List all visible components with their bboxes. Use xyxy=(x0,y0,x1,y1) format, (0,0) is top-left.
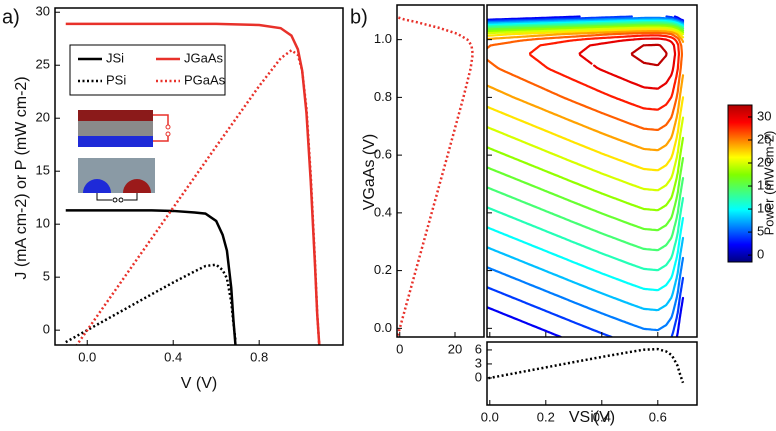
colorbar-tick-label: 20 xyxy=(757,154,771,169)
x-axis-label: VSi(V) xyxy=(569,409,615,426)
y-tick-label: 25 xyxy=(36,57,50,72)
plot-area xyxy=(487,15,685,337)
series-line xyxy=(487,347,685,384)
y-tick-label: 10 xyxy=(36,216,50,231)
plot-area xyxy=(65,22,321,345)
device-schematic xyxy=(78,110,171,203)
legend-label: JSi xyxy=(106,50,124,65)
colorbar-tick-label: 30 xyxy=(757,108,771,123)
legend-label: PGaAs xyxy=(184,72,226,87)
x-tick-label: 0.4 xyxy=(593,409,611,424)
colorbar-label: Power (mW cm-2) xyxy=(761,131,776,236)
y-tick-label: 0 xyxy=(43,322,50,337)
y-tick-label: 0.4 xyxy=(374,204,392,219)
strip-area xyxy=(487,347,685,384)
y-tick-label: 0.6 xyxy=(374,147,392,162)
y-tick-label: 15 xyxy=(36,163,50,178)
y-axis-label: J (mA cm-2) or P (mW cm-2) xyxy=(13,76,30,279)
x-tick-label: 0.0 xyxy=(78,349,96,364)
strip-frame xyxy=(396,4,485,338)
plot-frame xyxy=(486,4,698,338)
colorbar-tick-label: 0 xyxy=(757,247,764,262)
colorbar xyxy=(727,104,753,263)
colorbar-tick-label: 25 xyxy=(757,131,771,146)
y-tick-label: 1.0 xyxy=(374,31,392,46)
series-line xyxy=(65,209,237,345)
plot-frame xyxy=(54,7,344,346)
panel-label: a) xyxy=(2,6,20,28)
x-axis-label: V (V) xyxy=(181,375,217,392)
y-tick-label: 0 xyxy=(475,369,482,384)
colorbar-tick-label: 5 xyxy=(757,224,764,239)
colorbar-tick-label: 15 xyxy=(757,177,771,192)
x-tick-label: 0 xyxy=(396,341,403,356)
legend-box xyxy=(69,44,226,96)
contour-line xyxy=(578,37,677,90)
y-tick-label: 30 xyxy=(36,4,50,19)
x-tick-label: 0.4 xyxy=(164,349,182,364)
contour-line xyxy=(487,31,683,131)
series-line xyxy=(397,15,474,337)
legend-label: JGaAs xyxy=(184,50,224,65)
y-tick-label: 0.0 xyxy=(374,320,392,335)
series-line xyxy=(75,48,321,345)
y-tick-label: 5 xyxy=(43,269,50,284)
x-tick-label: 0.2 xyxy=(537,409,555,424)
colorbar-tick-label: 10 xyxy=(757,200,771,215)
strip-frame xyxy=(486,341,698,406)
contour-line xyxy=(529,34,680,111)
x-tick-label: 0.6 xyxy=(649,409,667,424)
x-tick-label: 20 xyxy=(448,341,462,356)
strip-area xyxy=(397,15,474,337)
y-tick-label: 0.2 xyxy=(374,262,392,277)
y-axis-label: VGaAs (V) xyxy=(361,134,378,210)
legend-label: PSi xyxy=(106,72,126,87)
y-tick-label: 20 xyxy=(36,110,50,125)
x-tick-label: 0.8 xyxy=(250,349,268,364)
x-tick-label: 0.0 xyxy=(481,409,499,424)
series-line xyxy=(65,263,237,344)
y-tick-label: 0.8 xyxy=(374,89,392,104)
y-tick-label: 6 xyxy=(475,341,482,356)
contour-line xyxy=(630,43,668,67)
panel-label: b) xyxy=(350,6,368,28)
y-tick-label: 3 xyxy=(475,355,482,370)
